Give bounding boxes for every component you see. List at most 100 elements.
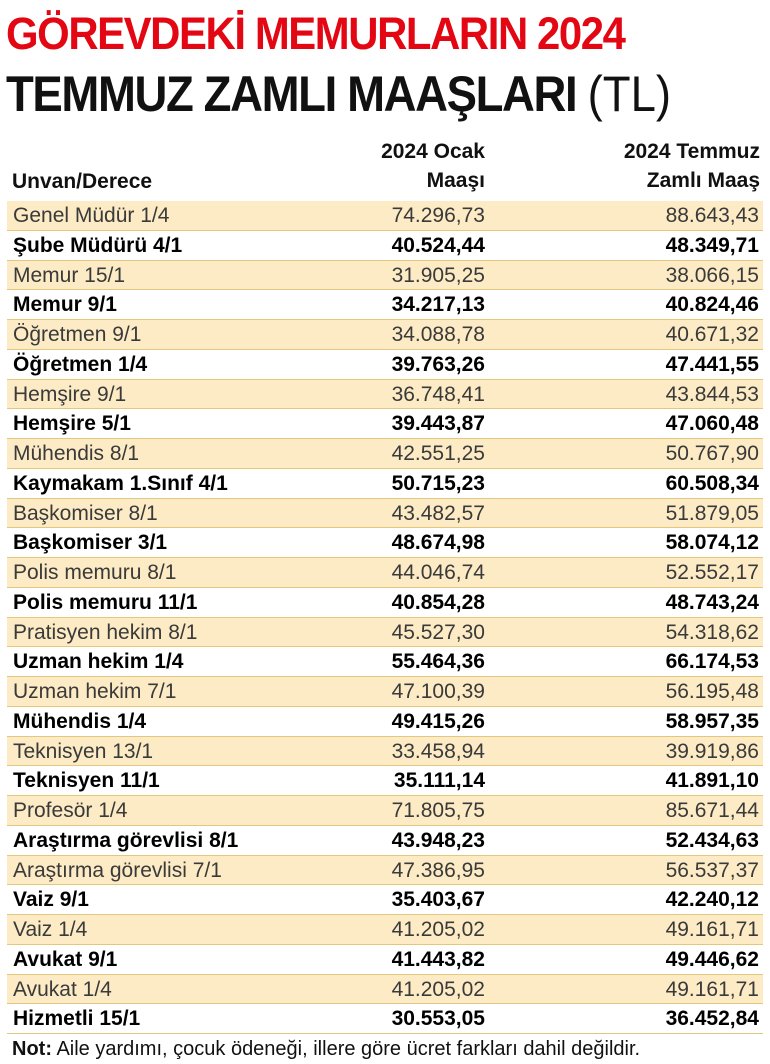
table-row: Vaiz 9/1 35.403,67 42.240,12 — [7, 885, 763, 915]
table-row: Teknisyen 11/1 35.111,14 41.891,10 — [7, 766, 763, 796]
cell-unvan: Genel Müdür 1/4 — [13, 204, 170, 227]
cell-temmuz-zamli-maas: 66.174,53 — [665, 650, 759, 674]
table-row: Başkomiser 3/1 48.674,98 58.074,12 — [7, 528, 763, 558]
table-row: Teknisyen 13/1 33.458,94 39.919,86 — [7, 736, 763, 767]
table-row: Polis memuru 11/1 40.854,28 48.743,24 — [7, 587, 763, 618]
table-row: Avukat 1/4 41.205,02 49.161,71 — [7, 974, 763, 1005]
cell-unvan: Profesör 1/4 — [13, 799, 128, 822]
cell-unvan: Hemşire 9/1 — [13, 382, 127, 406]
headline-unit: (TL) — [587, 66, 672, 122]
cell-ocak-maasi: 35.111,14 — [393, 769, 485, 793]
table-row: Uzman hekim 1/4 55.464,36 66.174,53 — [7, 647, 763, 677]
cell-ocak-maasi: 44.046,74 — [391, 561, 485, 584]
cell-ocak-maasi: 45.527,30 — [391, 620, 485, 644]
cell-ocak-maasi: 43.948,23 — [391, 828, 485, 852]
column-header-ocak-line2: Maaşı — [426, 169, 485, 192]
cell-unvan: Memur 9/1 — [13, 293, 117, 317]
table-row: Memur 9/1 34.217,13 40.824,46 — [7, 290, 763, 320]
table-row: Memur 15/1 31.905,25 38.066,15 — [7, 260, 763, 291]
cell-temmuz-zamli-maas: 47.060,48 — [665, 412, 759, 436]
footnote-text: Aile yardımı, çocuk ödeneği, illere göre… — [51, 1038, 641, 1060]
cell-ocak-maasi: 48.674,98 — [391, 531, 485, 555]
headline-line-1: GÖREVDEKİ MEMURLARIN 2024 — [6, 8, 626, 59]
cell-temmuz-zamli-maas: 40.671,32 — [665, 323, 759, 346]
cell-ocak-maasi: 34.217,13 — [391, 293, 485, 317]
table-row: Araştırma görevlisi 7/1 47.386,95 56.537,3… — [7, 855, 763, 886]
cell-temmuz-zamli-maas: 38.066,15 — [665, 263, 759, 287]
cell-temmuz-zamli-maas: 56.537,37 — [665, 858, 759, 882]
cell-unvan: Teknisyen 13/1 — [13, 739, 154, 763]
cell-unvan: Kaymakam 1.Sınıf 4/1 — [13, 471, 228, 495]
table-row: Kaymakam 1.Sınıf 4/1 50.715,23 60.508,34 — [7, 468, 763, 499]
cell-ocak-maasi: 39.443,87 — [391, 412, 485, 436]
column-header-unvan: Unvan/Derece — [12, 170, 153, 193]
cell-unvan: Memur 15/1 — [13, 263, 126, 287]
cell-ocak-maasi: 34.088,78 — [391, 323, 485, 346]
table-row: Araştırma görevlisi 8/1 43.948,23 52.434,6… — [7, 825, 763, 856]
cell-temmuz-zamli-maas: 41.891,10 — [665, 769, 759, 793]
column-header-ocak: 2024 Ocak Maaşı — [265, 137, 485, 195]
table-row: Şube Müdürü 4/1 40.524,44 48.349,71 — [7, 230, 763, 261]
cell-ocak-maasi: 71.805,75 — [391, 799, 485, 822]
cell-temmuz-zamli-maas: 39.919,86 — [665, 739, 759, 763]
column-header-temmuz-line2: Zamlı Maaş — [646, 169, 760, 192]
cell-temmuz-zamli-maas: 58.957,35 — [665, 709, 759, 733]
cell-temmuz-zamli-maas: 52.434,63 — [665, 828, 759, 852]
cell-temmuz-zamli-maas: 49.161,71 — [665, 918, 759, 941]
cell-unvan: Araştırma görevlisi 7/1 — [13, 858, 222, 882]
table-row: Hemşire 9/1 36.748,41 43.844,53 — [7, 379, 763, 410]
cell-ocak-maasi: 30.553,05 — [391, 1007, 485, 1031]
cell-temmuz-zamli-maas: 40.824,46 — [665, 293, 759, 317]
cell-unvan: Başkomiser 3/1 — [13, 531, 168, 555]
cell-temmuz-zamli-maas: 85.671,44 — [665, 799, 759, 822]
cell-ocak-maasi: 47.386,95 — [391, 858, 485, 882]
cell-unvan: Mühendis 1/4 — [13, 709, 147, 733]
cell-unvan: Polis memuru 8/1 — [13, 561, 177, 584]
column-header-temmuz-line1: 2024 Temmuz — [623, 140, 760, 163]
cell-temmuz-zamli-maas: 48.743,24 — [665, 590, 759, 614]
cell-temmuz-zamli-maas: 88.643,43 — [665, 204, 759, 227]
cell-ocak-maasi: 43.482,57 — [391, 501, 485, 525]
cell-ocak-maasi: 41.443,82 — [391, 947, 485, 971]
cell-unvan: Polis memuru 11/1 — [13, 590, 198, 614]
headline-line-2-text: TEMMUZ ZAMLI MAAŞLARI — [6, 66, 578, 122]
cell-temmuz-zamli-maas: 42.240,12 — [665, 888, 759, 912]
column-header-ocak-line1: 2024 Ocak — [381, 140, 485, 163]
cell-unvan: Öğretmen 1/4 — [13, 352, 148, 376]
cell-unvan: Teknisyen 11/1 — [13, 769, 160, 793]
cell-ocak-maasi: 31.905,25 — [391, 263, 485, 287]
cell-temmuz-zamli-maas: 50.767,90 — [665, 442, 759, 465]
cell-ocak-maasi: 47.100,39 — [391, 680, 485, 703]
footnote-label: Not: — [12, 1038, 52, 1060]
salary-table: Genel Müdür 1/4 74.296,73 88.643,43 Şube Mü… — [7, 201, 763, 1034]
cell-temmuz-zamli-maas: 49.161,71 — [665, 977, 759, 1001]
cell-temmuz-zamli-maas: 54.318,62 — [665, 620, 759, 644]
cell-unvan: Hizmetli 15/1 — [13, 1007, 141, 1031]
cell-unvan: Araştırma görevlisi 8/1 — [13, 828, 239, 852]
table-row: Pratisyen hekim 8/1 45.527,30 54.318,62 — [7, 617, 763, 648]
cell-ocak-maasi: 33.458,94 — [391, 739, 485, 763]
table-row: Mühendis 1/4 49.415,26 58.957,35 — [7, 706, 763, 737]
cell-ocak-maasi: 36.748,41 — [391, 382, 485, 406]
cell-ocak-maasi: 74.296,73 — [391, 204, 485, 227]
table-row: Profesör 1/4 71.805,75 85.671,44 — [7, 796, 763, 826]
cell-unvan: Pratisyen hekim 8/1 — [13, 620, 198, 644]
cell-temmuz-zamli-maas: 47.441,55 — [665, 352, 759, 376]
cell-ocak-maasi: 50.715,23 — [391, 471, 485, 495]
table-row: Hemşire 5/1 39.443,87 47.060,48 — [7, 409, 763, 439]
cell-temmuz-zamli-maas: 49.446,62 — [665, 947, 759, 971]
cell-temmuz-zamli-maas: 60.508,34 — [665, 471, 759, 495]
table-row: Hizmetli 15/1 30.553,05 36.452,84 — [7, 1004, 763, 1034]
cell-ocak-maasi: 41.205,02 — [391, 918, 485, 941]
cell-ocak-maasi: 40.854,28 — [391, 590, 485, 614]
cell-unvan: Başkomiser 8/1 — [13, 501, 158, 525]
table-row: Genel Müdür 1/4 74.296,73 88.643,43 — [7, 201, 763, 231]
cell-unvan: Avukat 1/4 — [13, 977, 112, 1001]
cell-temmuz-zamli-maas: 48.349,71 — [665, 233, 759, 257]
cell-ocak-maasi: 55.464,36 — [391, 650, 485, 674]
cell-ocak-maasi: 42.551,25 — [391, 442, 485, 465]
cell-unvan: Vaiz 9/1 — [13, 888, 89, 912]
table-row: Öğretmen 9/1 34.088,78 40.671,32 — [7, 320, 763, 350]
cell-temmuz-zamli-maas: 43.844,53 — [665, 382, 759, 406]
headline-line-2: TEMMUZ ZAMLI MAAŞLARI (TL) — [6, 62, 698, 126]
